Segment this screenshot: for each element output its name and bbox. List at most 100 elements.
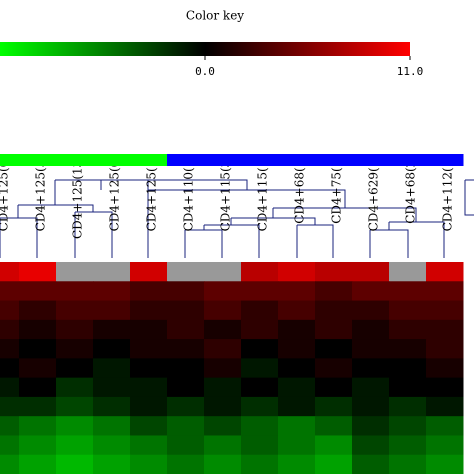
- heatmap-cell: [315, 454, 353, 474]
- heatmap-cell: [278, 339, 316, 359]
- heatmap-cell: [93, 416, 131, 436]
- heatmap-cell: [352, 358, 390, 379]
- heatmap-cell: [56, 319, 94, 340]
- heatmap-cell: [389, 416, 427, 436]
- heatmap-cell: [167, 396, 205, 417]
- heatmap-cell: [0, 262, 20, 282]
- heatmap-cell: [278, 396, 316, 417]
- heatmap-cell: [130, 262, 168, 282]
- heatmap-cell: [241, 396, 279, 417]
- heatmap-cell: [167, 435, 205, 456]
- heatmap-cell: [93, 339, 131, 359]
- heatmap-cell: [19, 396, 57, 417]
- column-group-bar: [315, 154, 353, 166]
- heatmap-cell: [56, 339, 94, 359]
- heatmap-cell: [204, 358, 242, 379]
- column-group-bar: [56, 154, 94, 166]
- heatmap-cell: [19, 300, 57, 321]
- heatmap-cell: [204, 435, 242, 456]
- column-label: CD4+125(1): [145, 155, 159, 231]
- column-label: CD4+68(2): [404, 155, 418, 224]
- heatmap-cell: [0, 358, 20, 379]
- heatmap-cell: [204, 281, 242, 302]
- heatmap-cell: [93, 377, 131, 398]
- heatmap-cell: [204, 377, 242, 398]
- heatmap-cell: [130, 319, 168, 340]
- heatmap-cell: [93, 435, 131, 456]
- heatmap-cell: [0, 416, 20, 436]
- heatmap-cell: [56, 377, 94, 398]
- heatmap-cell: [315, 435, 353, 456]
- heatmap-cell: [426, 319, 464, 340]
- column-label: CD4+125(6): [108, 155, 122, 231]
- heatmap-cell: [315, 262, 353, 282]
- column-label: CD4+68(1): [293, 155, 307, 224]
- heatmap-cell: [389, 358, 427, 379]
- missing-cell: [93, 262, 131, 282]
- dendrogram: [0, 179, 474, 258]
- column-label: CD4+115(3): [219, 155, 233, 231]
- heatmap-cell: [0, 300, 20, 321]
- heatmap-cell: [278, 435, 316, 456]
- heatmap-cell: [278, 319, 316, 340]
- heatmap-cell: [241, 377, 279, 398]
- heatmap-cell: [167, 319, 205, 340]
- heatmap-cell: [426, 416, 464, 436]
- heatmap-cell: [130, 358, 168, 379]
- heatmap-cell: [352, 281, 390, 302]
- heatmap-cell: [389, 281, 427, 302]
- heatmap-cell: [93, 281, 131, 302]
- heatmap-cell: [0, 281, 20, 302]
- heatmap-cell: [19, 358, 57, 379]
- column-group-bar: [19, 154, 57, 166]
- heatmap-cell: [167, 377, 205, 398]
- heatmap-cell: [56, 454, 94, 474]
- heatmap-cell: [167, 416, 205, 436]
- column-label: CD4+125(6): [0, 155, 11, 231]
- heatmap-cell: [352, 396, 390, 417]
- heatmap-cell: [315, 416, 353, 436]
- chart-title: Color key: [186, 9, 244, 23]
- column-group-bar: [204, 154, 242, 166]
- heatmap-cell: [352, 319, 390, 340]
- heatmap-cell: [130, 416, 168, 436]
- heatmap-cell: [315, 377, 353, 398]
- column-group-bar: [167, 154, 205, 166]
- heatmap-cell: [426, 454, 464, 474]
- column-label: CD4+75(1): [330, 155, 344, 224]
- column-group-bar: [0, 154, 20, 166]
- heatmap-cell: [93, 358, 131, 379]
- heatmap-cell: [19, 319, 57, 340]
- heatmap-cell: [241, 319, 279, 340]
- heatmap-cell: [0, 319, 20, 340]
- heatmap-cell: [389, 396, 427, 417]
- column-label: CD4+125(13): [71, 155, 85, 239]
- column-label: CD4+115(1): [256, 155, 270, 231]
- heatmap-cell: [0, 454, 20, 474]
- heatmap-cell: [389, 454, 427, 474]
- heatmap-cell: [56, 416, 94, 436]
- heatmap-cell: [130, 281, 168, 302]
- heatmap-cell: [352, 262, 390, 282]
- heatmap-cell: [204, 416, 242, 436]
- heatmap-cell: [389, 339, 427, 359]
- column-group-bar: [352, 154, 390, 166]
- heatmap-cell: [315, 396, 353, 417]
- heatmap-cell: [130, 396, 168, 417]
- column-group-bar: [130, 154, 168, 166]
- key-tick-label: 11.0: [397, 65, 424, 78]
- column-label: CD4+112(1): [441, 155, 455, 231]
- heatmap-cell: [278, 358, 316, 379]
- heatmap-cell: [389, 319, 427, 340]
- heatmap-cell: [19, 377, 57, 398]
- heatmap-cell: [241, 454, 279, 474]
- heatmap-cell: [130, 300, 168, 321]
- heatmap-cell: [278, 454, 316, 474]
- heatmap-cell: [0, 435, 20, 456]
- heatmap-cell: [278, 262, 316, 282]
- heatmap-cell: [241, 339, 279, 359]
- heatmap-cell: [278, 416, 316, 436]
- heatmap-cell: [315, 339, 353, 359]
- heatmap-cell: [241, 435, 279, 456]
- heatmap-cell: [167, 339, 205, 359]
